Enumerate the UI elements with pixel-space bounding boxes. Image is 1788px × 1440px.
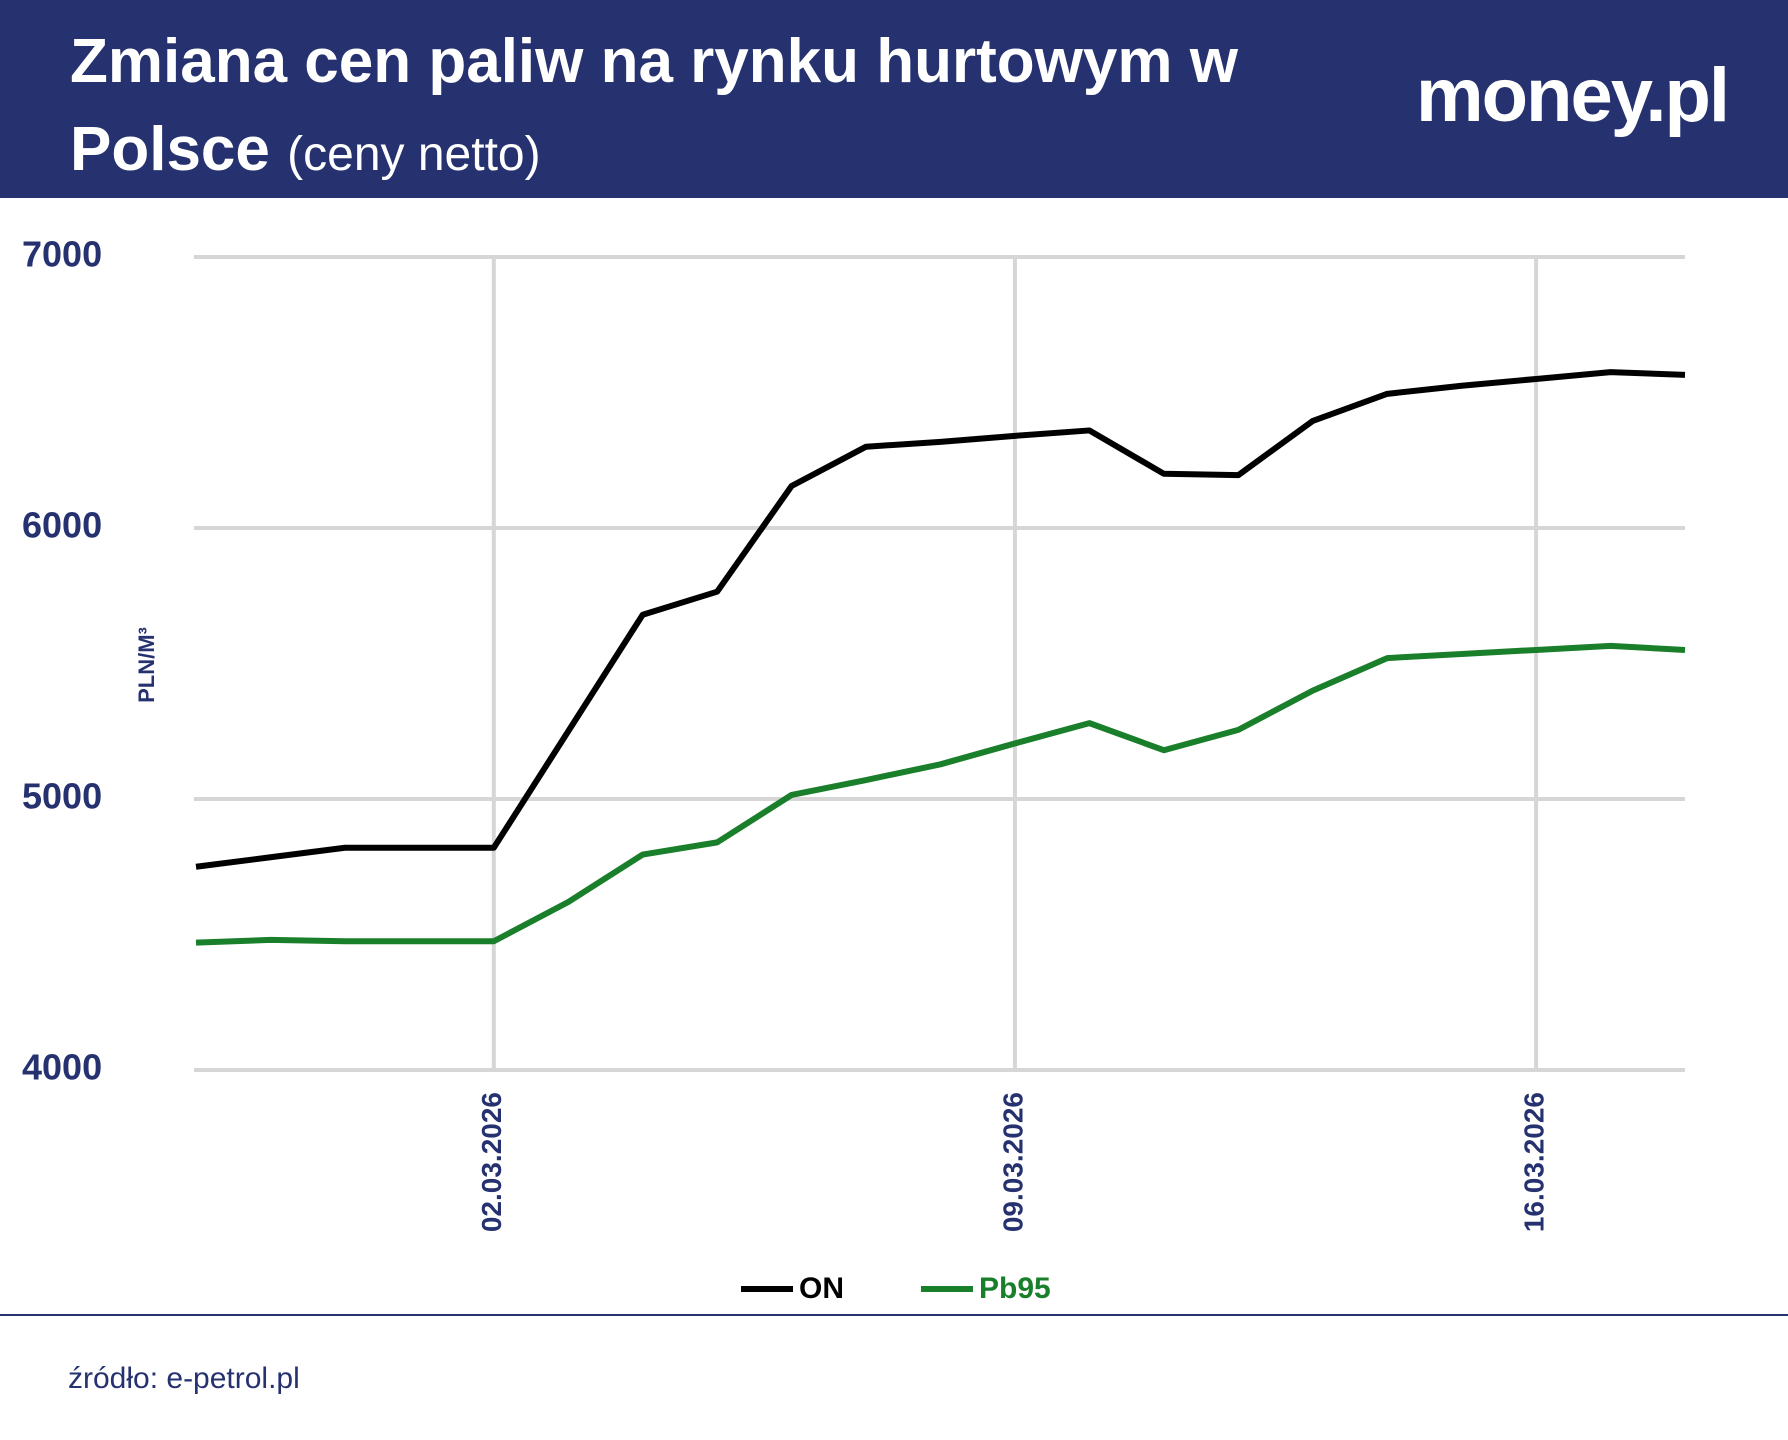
y-axis-label: PLN/M³ bbox=[134, 627, 159, 703]
legend-label: Pb95 bbox=[979, 1272, 1051, 1305]
chart-title: Zmiana cen paliw na rynku hurtowym w Pol… bbox=[70, 27, 1238, 184]
x-tick-label: 02.03.2026 bbox=[476, 1092, 507, 1232]
line-series bbox=[195, 369, 1686, 870]
title-block: Zmiana cen paliw na rynku hurtowym w Pol… bbox=[70, 18, 1390, 199]
line-series bbox=[195, 642, 1686, 946]
legend-label: ON bbox=[799, 1272, 844, 1305]
source: źródło: e-petrol.pl bbox=[68, 1362, 300, 1395]
x-tick-label: 09.03.2026 bbox=[997, 1092, 1028, 1232]
header: Zmiana cen paliw na rynku hurtowym w Pol… bbox=[0, 0, 1788, 198]
chart-subtitle: (ceny netto) bbox=[287, 128, 541, 181]
y-tick-label: 6000 bbox=[22, 505, 102, 546]
y-tick-label: 7000 bbox=[22, 234, 102, 275]
y-tick-label: 4000 bbox=[22, 1047, 102, 1088]
y-tick-label: 5000 bbox=[22, 776, 102, 817]
logo: money.pl bbox=[1416, 53, 1730, 138]
x-tick-label: 16.03.2026 bbox=[1518, 1092, 1549, 1232]
